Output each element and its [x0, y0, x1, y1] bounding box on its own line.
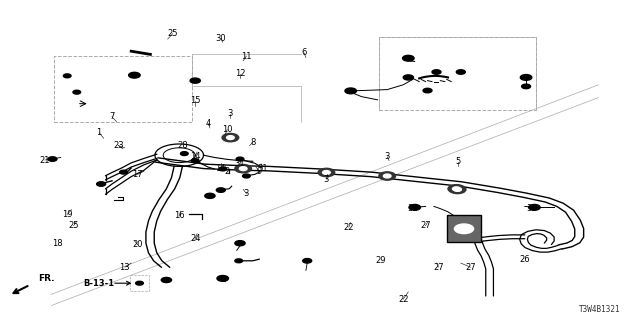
Text: B-13-1: B-13-1: [84, 279, 115, 288]
Circle shape: [383, 174, 391, 178]
Circle shape: [403, 55, 414, 61]
Circle shape: [456, 70, 465, 74]
Text: 1: 1: [97, 128, 102, 137]
Text: 19: 19: [62, 210, 72, 219]
Circle shape: [216, 188, 225, 192]
Circle shape: [235, 259, 243, 263]
Text: 28: 28: [177, 141, 188, 150]
Circle shape: [454, 224, 474, 234]
Text: 22: 22: [398, 295, 408, 304]
Circle shape: [222, 133, 239, 142]
Circle shape: [239, 167, 247, 171]
Text: 6: 6: [301, 48, 307, 57]
Circle shape: [63, 74, 71, 78]
Text: 21: 21: [40, 156, 50, 164]
Circle shape: [120, 170, 127, 174]
Circle shape: [235, 164, 252, 173]
Circle shape: [191, 159, 199, 163]
Circle shape: [129, 72, 140, 78]
Text: 3: 3: [244, 189, 249, 198]
Circle shape: [235, 241, 245, 246]
Text: 27: 27: [433, 263, 444, 272]
Text: 31: 31: [235, 159, 245, 168]
Text: 29: 29: [376, 256, 386, 265]
FancyBboxPatch shape: [447, 215, 481, 242]
Text: 3: 3: [385, 152, 390, 161]
Circle shape: [529, 204, 540, 210]
Circle shape: [205, 193, 215, 198]
Circle shape: [73, 90, 81, 94]
Text: 5: 5: [455, 157, 460, 166]
Circle shape: [522, 84, 531, 89]
Circle shape: [379, 172, 396, 180]
Text: 25: 25: [168, 29, 178, 38]
Circle shape: [345, 88, 356, 94]
Bar: [54, 56, 192, 122]
Text: 25: 25: [68, 221, 79, 230]
Text: 11: 11: [241, 52, 252, 60]
Circle shape: [217, 276, 228, 281]
Circle shape: [454, 188, 461, 191]
Text: 32: 32: [526, 204, 536, 212]
Circle shape: [449, 185, 466, 194]
Circle shape: [323, 171, 330, 174]
Text: 24: 24: [190, 234, 200, 243]
Text: 3: 3: [324, 175, 329, 184]
Text: 18: 18: [52, 239, 63, 248]
Text: 3: 3: [228, 109, 233, 118]
Text: FR.: FR.: [38, 274, 55, 283]
Circle shape: [409, 204, 420, 210]
Circle shape: [227, 136, 234, 140]
Text: 20: 20: [132, 240, 143, 249]
Text: 14: 14: [216, 164, 226, 172]
Bar: [379, 37, 536, 110]
Circle shape: [448, 185, 465, 193]
Text: 16: 16: [174, 212, 184, 220]
Text: 10: 10: [222, 125, 232, 134]
Text: 31: 31: [257, 164, 268, 172]
Text: 12: 12: [235, 69, 245, 78]
Text: 4: 4: [205, 119, 211, 128]
Text: 26: 26: [520, 255, 530, 264]
Text: 8: 8: [250, 138, 255, 147]
Text: T3W4B1321: T3W4B1321: [579, 305, 621, 314]
Circle shape: [190, 78, 200, 83]
Text: 27: 27: [420, 221, 431, 230]
Circle shape: [48, 157, 57, 161]
Text: 2: 2: [225, 167, 230, 176]
Circle shape: [318, 168, 335, 177]
Text: 7: 7: [109, 112, 115, 121]
Circle shape: [136, 281, 143, 285]
Text: 17: 17: [132, 170, 143, 179]
Circle shape: [303, 259, 312, 263]
Text: 23: 23: [113, 141, 124, 150]
Text: 9: 9: [257, 167, 262, 176]
Text: 27: 27: [465, 263, 476, 272]
Circle shape: [452, 187, 460, 191]
Circle shape: [236, 157, 244, 161]
Circle shape: [520, 75, 532, 80]
Text: 30: 30: [216, 34, 226, 43]
Circle shape: [161, 277, 172, 283]
Text: 32: 32: [408, 204, 418, 212]
Circle shape: [403, 75, 413, 80]
Text: 13: 13: [120, 263, 130, 272]
Circle shape: [219, 167, 227, 171]
Text: 14: 14: [190, 152, 200, 161]
Text: 15: 15: [190, 96, 200, 105]
Circle shape: [423, 88, 432, 93]
Circle shape: [97, 182, 106, 186]
Text: 22: 22: [344, 223, 354, 232]
Bar: [130, 275, 149, 291]
Circle shape: [243, 174, 250, 178]
Circle shape: [432, 70, 441, 74]
Circle shape: [180, 152, 188, 156]
